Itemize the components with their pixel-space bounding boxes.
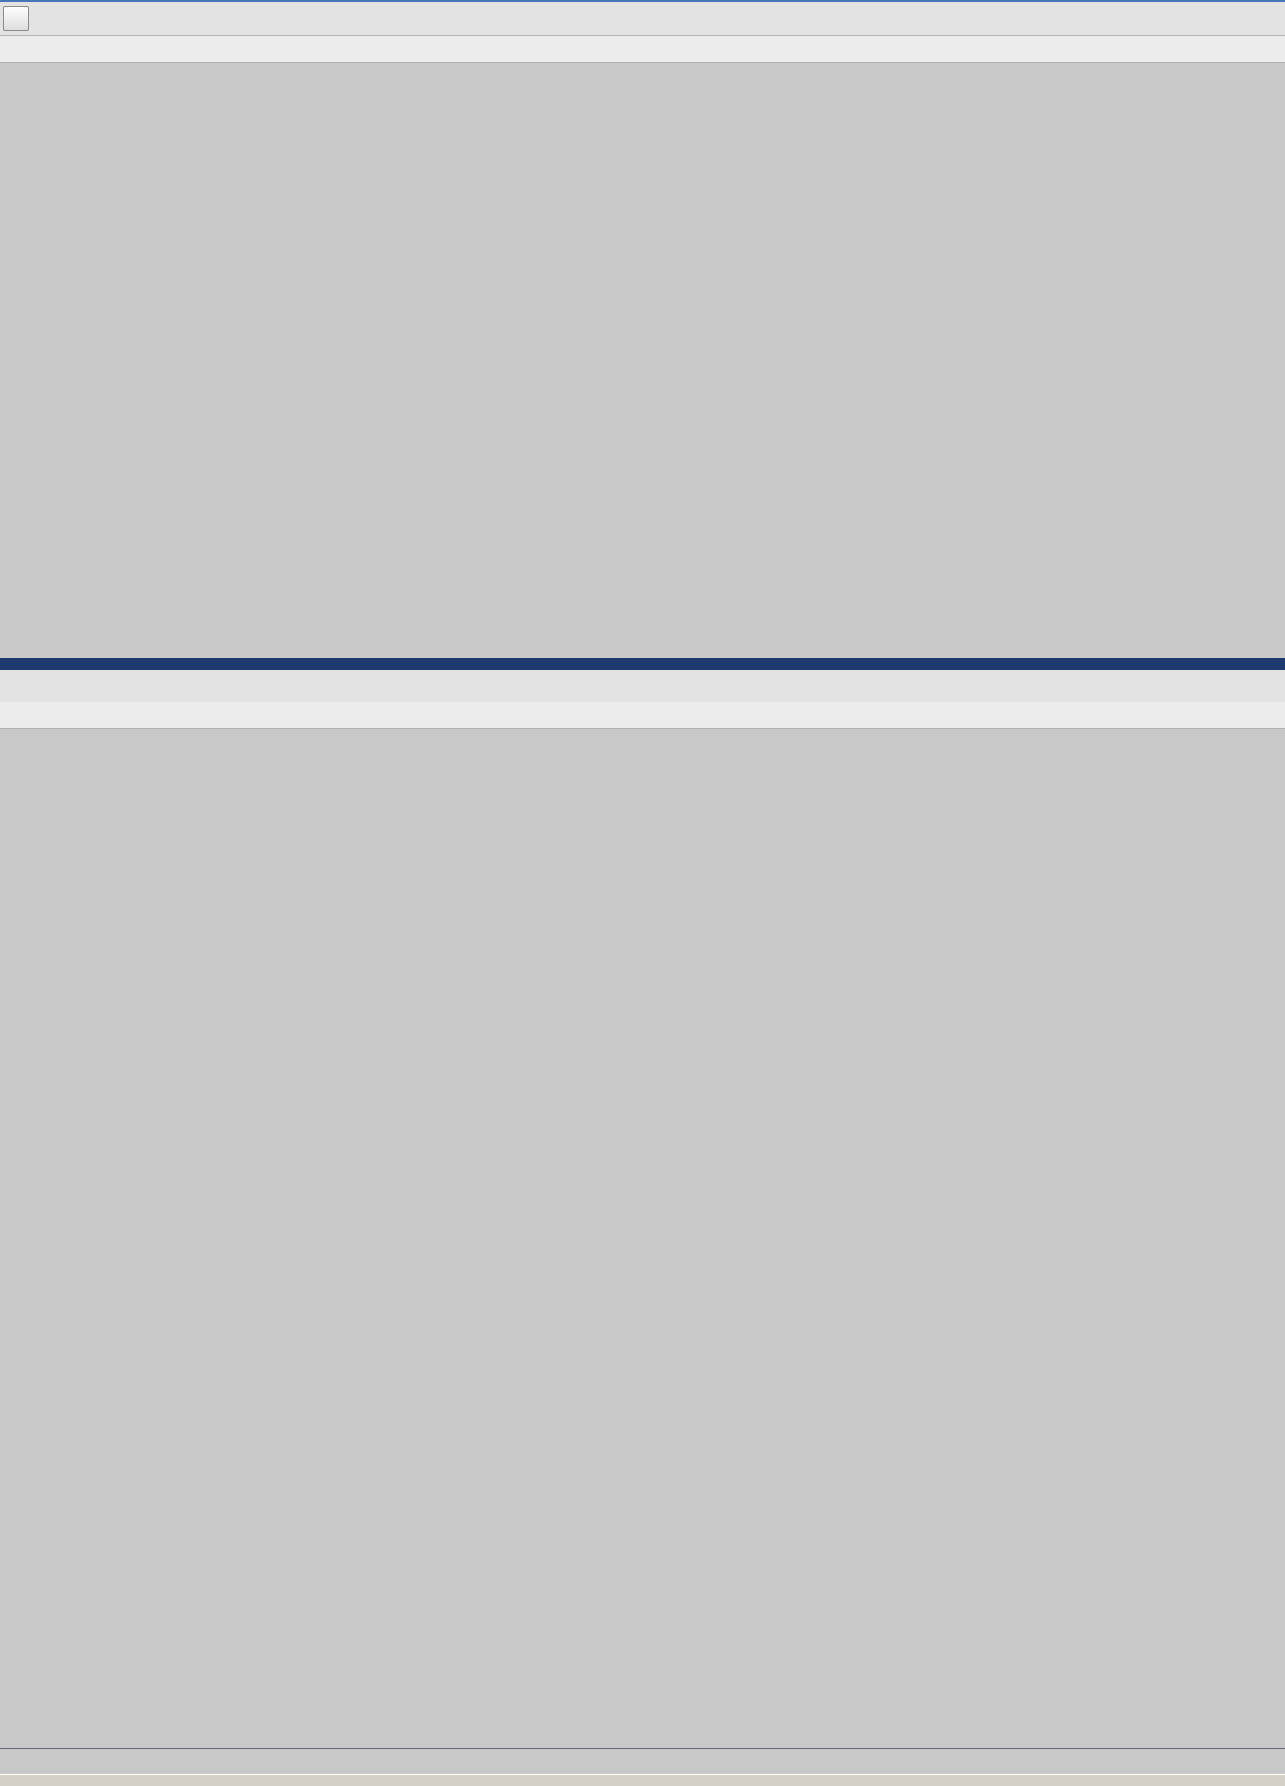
window-separator[interactable] [0,658,1285,670]
toolbar-bottom [0,670,1285,704]
info-row-bottom [0,702,1285,729]
top-toolbar-panel-toggle-0[interactable] [3,6,29,31]
time-axis [0,1748,1285,1775]
window-top-edge [0,0,1285,2]
minute-chart[interactable] [0,730,1285,1748]
toolbar-top [0,2,1285,36]
status-bar [0,1774,1285,1786]
info-row-top [0,36,1285,63]
weekly-chart[interactable] [0,64,1285,658]
